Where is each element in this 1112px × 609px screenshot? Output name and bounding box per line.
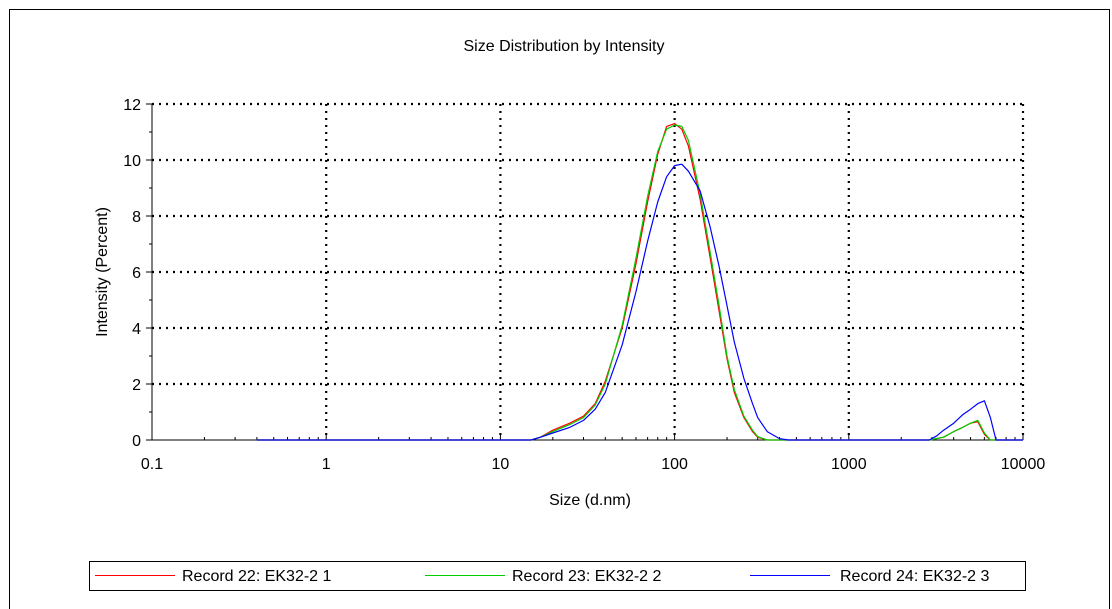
x-tick-label-5: 10000: [1001, 456, 1046, 473]
y-tick-label-2: 4: [132, 321, 141, 338]
legend-swatch-record-23: [425, 575, 505, 576]
y-tick-label-0: 0: [132, 433, 141, 450]
chart-title: Size Distribution by Intensity: [464, 38, 665, 55]
y-tick-label-3: 6: [132, 265, 141, 282]
legend-label-record-24: Record 24: EK32-2 3: [840, 568, 990, 585]
series-line-2: [256, 124, 1023, 441]
x-tick-label-1: 1: [322, 456, 331, 473]
x-tick-label-2: 10: [492, 456, 510, 473]
legend-swatch-record-22: [95, 575, 175, 576]
ticks-layer: 0.1 1 10 100 1000 10000 0 2 4 6 8 10 12: [123, 97, 1045, 473]
x-tick-label-0: 0.1: [141, 456, 163, 473]
legend: Record 22: EK32-2 1 Record 23: EK32-2 2 …: [89, 561, 1026, 591]
y-tick-label-6: 12: [123, 97, 141, 114]
series-line-1: [256, 122, 1023, 441]
x-tick-label-3: 100: [661, 456, 688, 473]
series-layer: [256, 122, 1023, 441]
y-axis-label: Intensity (Percent): [94, 207, 111, 337]
y-tick-label-5: 10: [123, 153, 141, 170]
x-tick-label-4: 1000: [831, 456, 867, 473]
chart-frame: [9, 9, 1110, 609]
y-tick-label-4: 8: [132, 209, 141, 226]
legend-swatch-record-24: [750, 575, 830, 576]
legend-label-record-23: Record 23: EK32-2 2: [512, 568, 662, 585]
y-tick-label-1: 2: [132, 377, 141, 394]
legend-label-record-22: Record 22: EK32-2 1: [182, 568, 332, 585]
series-line-3: [256, 163, 1023, 441]
x-axis-label: Size (d.nm): [549, 492, 631, 509]
grid-layer: [152, 102, 1025, 440]
